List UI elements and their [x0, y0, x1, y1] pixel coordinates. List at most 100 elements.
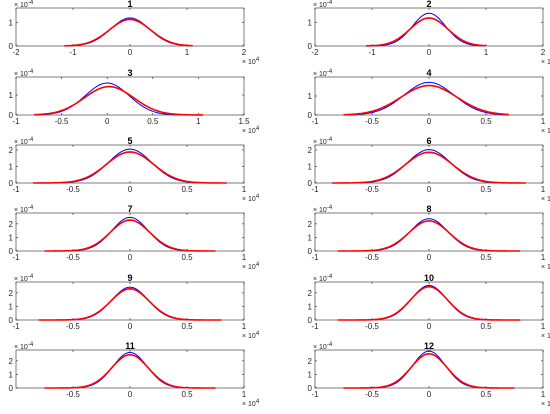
y-multiplier-label: × 10-4 — [14, 137, 34, 146]
subplot-title: 4 — [426, 68, 431, 78]
x-tick-label: 0 — [427, 322, 432, 331]
x-tick-label: 1 — [242, 390, 247, 399]
axes-box — [314, 76, 544, 116]
y-multiplier-label: × 10-4 — [313, 0, 333, 9]
x-tick-label: 0.5 — [147, 117, 159, 126]
series-2-line — [38, 287, 222, 321]
x-tick-label: -0.5 — [365, 253, 379, 262]
x-tick-label: -1 — [12, 117, 20, 126]
x-tick-label: 0 — [105, 117, 110, 126]
x-tick-label: 0 — [128, 390, 133, 399]
y-tick-label: 1 — [308, 162, 313, 171]
series-2-line — [44, 219, 216, 252]
x-tick-label: -2 — [12, 48, 20, 57]
x-tick-label: 0.5 — [480, 117, 492, 126]
y-tick-label: 1 — [9, 162, 14, 171]
x-tick-label: 0 — [427, 253, 432, 262]
x-multiplier-label: × 104 — [541, 262, 550, 271]
x-tick-label: -1 — [311, 390, 319, 399]
x-multiplier-label: × 104 — [242, 126, 260, 135]
series-2-line — [33, 151, 227, 184]
y-tick-label: 2 — [308, 146, 313, 155]
y-multiplier-label: × 10-4 — [14, 0, 34, 9]
x-tick-label: -1 — [311, 185, 319, 194]
x-tick-label: -1 — [12, 253, 20, 262]
series-1-line — [343, 81, 509, 116]
y-tick-label: 1 — [9, 91, 14, 100]
y-tick-label: 0 — [308, 179, 313, 188]
x-multiplier-label: × 104 — [541, 126, 550, 135]
x-tick-label: -1 — [12, 322, 20, 331]
x-tick-label: 0.5 — [181, 390, 193, 399]
x-tick-label: 2 — [242, 48, 247, 57]
y-multiplier-label: × 10-4 — [14, 69, 34, 78]
x-tick-label: -0.5 — [365, 185, 379, 194]
series-2-line — [366, 17, 487, 47]
subplot-7: 7 -1 -0.5 0 0.5 1 0 1 2× 10-4 × 104 — [9, 204, 260, 271]
x-tick-label: -1 — [368, 48, 376, 57]
subplot-11: 11 -0.5 0 0.5 1 0 1 2× 10-4 × 104 — [9, 341, 260, 408]
y-tick-label: 2 — [308, 357, 313, 366]
axes-box — [314, 212, 544, 252]
x-tick-label: -1 — [311, 322, 319, 331]
subplot-title: 10 — [424, 273, 434, 283]
axes-box — [314, 7, 544, 47]
x-tick-label: 0.5 — [480, 322, 492, 331]
axes-box — [15, 281, 245, 321]
y-tick-label: 0 — [308, 42, 313, 51]
x-tick-label: -0.5 — [365, 322, 379, 331]
x-tick-label: -0.5 — [66, 322, 80, 331]
x-tick-label: -0.5 — [66, 185, 80, 194]
subplot-title: 12 — [424, 341, 434, 351]
y-multiplier-label: × 10-4 — [14, 274, 34, 283]
x-tick-label: -1 — [311, 117, 319, 126]
y-tick-label: 2 — [9, 357, 14, 366]
y-tick-label: 1 — [308, 370, 313, 379]
y-tick-label: 2 — [308, 289, 313, 298]
subplot-6: 6 -1 -0.5 0 0.5 1 0 1 2× 10-4 × 104 — [308, 136, 550, 203]
y-multiplier-label: × 10-4 — [313, 69, 333, 78]
x-tick-label: 1.5 — [238, 117, 250, 126]
x-tick-label: 0 — [128, 322, 133, 331]
axes-box — [15, 7, 245, 47]
y-tick-label: 0 — [9, 247, 14, 256]
y-tick-label: 2 — [9, 146, 14, 155]
y-multiplier-label: × 10-4 — [313, 137, 333, 146]
x-tick-label: 1 — [541, 253, 546, 262]
axes-box — [314, 144, 544, 184]
x-multiplier-label: × 104 — [242, 262, 260, 271]
x-multiplier-label: × 104 — [242, 399, 260, 408]
subplot-title: 8 — [426, 204, 431, 214]
subplot-1: 1-2 -1 0 1 201× 10-4× 104 — [9, 0, 260, 66]
y-tick-label: 1 — [9, 302, 14, 311]
x-tick-label: 0.5 — [480, 185, 492, 194]
y-tick-label: 0 — [9, 111, 14, 120]
y-tick-label: 2 — [9, 289, 14, 298]
x-tick-label: 1 — [242, 185, 247, 194]
y-tick-label: 0 — [9, 384, 14, 393]
subplot-title: 2 — [426, 0, 431, 9]
series-2-line — [44, 353, 216, 389]
y-tick-label: 0 — [308, 111, 313, 120]
x-tick-label: 0.5 — [181, 185, 193, 194]
x-tick-label: -0.5 — [66, 390, 80, 399]
x-tick-label: 0 — [427, 48, 432, 57]
subplot-8: 8 -1 -0.5 0 0.5 1 0 1 2× 10-4 × 104 — [308, 204, 550, 271]
y-multiplier-label: × 10-4 — [313, 342, 333, 351]
x-tick-label: 0.5 — [181, 322, 193, 331]
subplot-5: 5 -1 -0.5 0 0.5 1 0 1 2× 10-4 × 104 — [9, 136, 260, 203]
x-tick-label: 1 — [185, 48, 190, 57]
x-tick-label: 0 — [128, 253, 133, 262]
x-multiplier-label: × 104 — [242, 194, 260, 203]
x-tick-label: -1 — [69, 48, 77, 57]
x-tick-label: 1 — [541, 117, 546, 126]
x-tick-label: -0.5 — [365, 117, 379, 126]
y-tick-label: 0 — [9, 42, 14, 51]
x-multiplier-label: × 104 — [541, 194, 550, 203]
series-2-line — [337, 220, 521, 252]
x-tick-label: 0 — [128, 48, 133, 57]
x-tick-label: 0 — [427, 390, 432, 399]
